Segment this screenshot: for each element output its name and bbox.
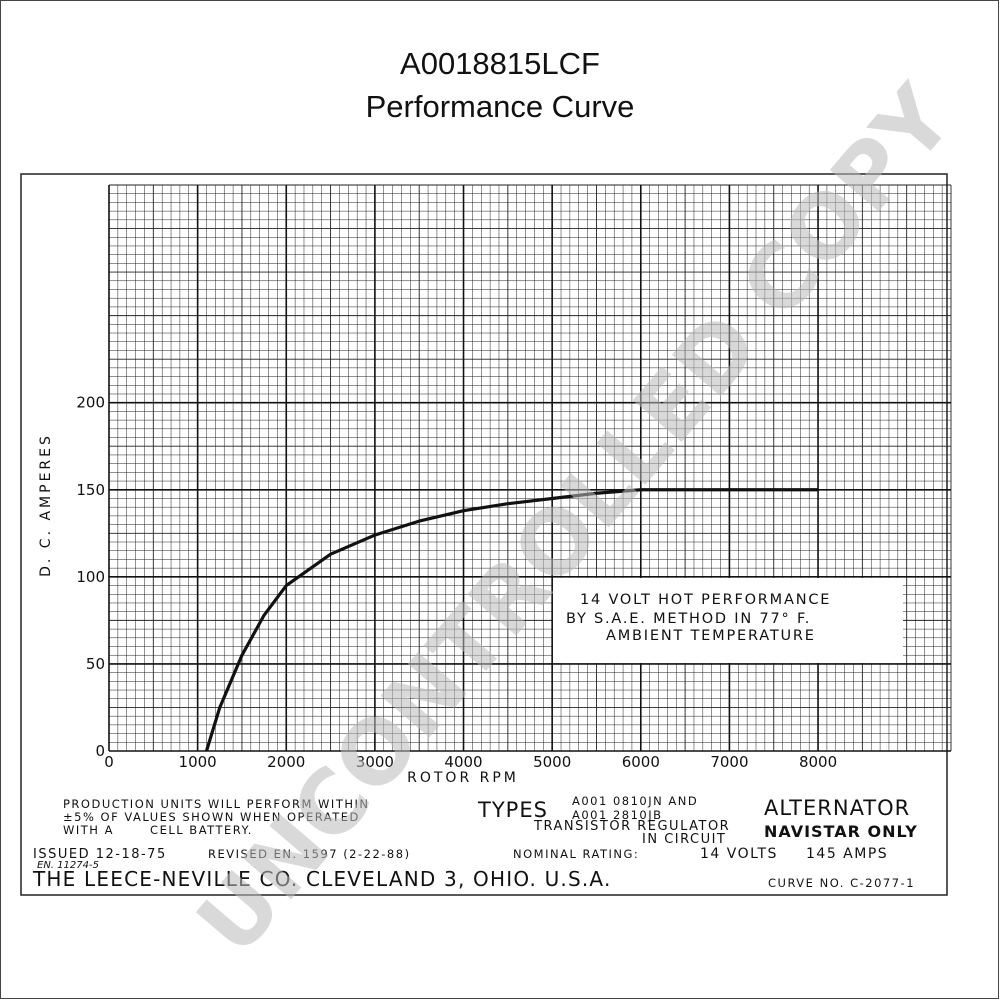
footer-text: WITH A CELL BATTERY. (63, 823, 253, 837)
y-tick-label: 0 (95, 742, 105, 760)
footer-text: 145 AMPS (806, 846, 888, 862)
y-axis-title: D. C. AMPERES (38, 433, 54, 577)
footer-text: REVISED EN. 1597 (2-22-88) (208, 847, 411, 861)
footer-text: THE LEECE-NEVILLE CO. CLEVELAND 3, OHIO.… (32, 867, 612, 891)
y-tick-label: 50 (86, 655, 105, 673)
footer-text: NOMINAL RATING: (513, 847, 639, 861)
x-tick-label: 0 (104, 753, 114, 771)
footer-text: NAVISTAR ONLY (764, 822, 918, 841)
y-tick-label: 100 (76, 568, 105, 586)
footer-text: ISSUED 12-18-75 (33, 847, 167, 862)
x-tick-label: 6000 (622, 753, 660, 771)
footer-text: PRODUCTION UNITS WILL PERFORM WITHIN (63, 797, 369, 811)
annotation-box (553, 578, 903, 663)
footer-text: ±5% OF VALUES SHOWN WHEN OPERATED (63, 810, 360, 824)
y-tick-label: 200 (76, 394, 105, 412)
chart-title: A0018815LCF (400, 46, 600, 81)
footer-text: CURVE NO. C-2077-1 (768, 876, 915, 890)
annotation: 14 VOLT HOT PERFORMANCE (580, 592, 831, 608)
x-axis-title: ROTOR RPM (407, 770, 519, 786)
data-line (204, 488, 819, 752)
x-tick-label: 1000 (179, 753, 217, 771)
x-tick-label: 8000 (799, 753, 837, 771)
footer-text: A001 2810JB (572, 808, 663, 822)
footer-text: A001 0810JN AND (572, 794, 698, 808)
footer-text: 14 VOLTS (700, 846, 778, 862)
x-tick-label: 3000 (356, 753, 394, 771)
annotation: AMBIENT TEMPERATURE (606, 628, 816, 644)
x-tick-label: 7000 (710, 753, 748, 771)
x-tick-label: 4000 (444, 753, 482, 771)
x-tick-label: 2000 (267, 753, 305, 771)
footer-text: IN CIRCUIT (642, 832, 726, 847)
footer-text: EN. 11274-5 (37, 860, 99, 871)
footer-text: TYPES (477, 798, 548, 822)
sheet-frame (20, 173, 948, 896)
footer-text: TRANSISTOR REGULATOR (533, 819, 730, 834)
chart-subtitle: Performance Curve (366, 89, 635, 124)
y-tick-label: 150 (76, 481, 105, 499)
annotation: BY S.A.E. METHOD IN 77° F. (566, 611, 811, 627)
footer-text: ALTERNATOR (764, 796, 910, 820)
x-tick-label: 5000 (533, 753, 571, 771)
